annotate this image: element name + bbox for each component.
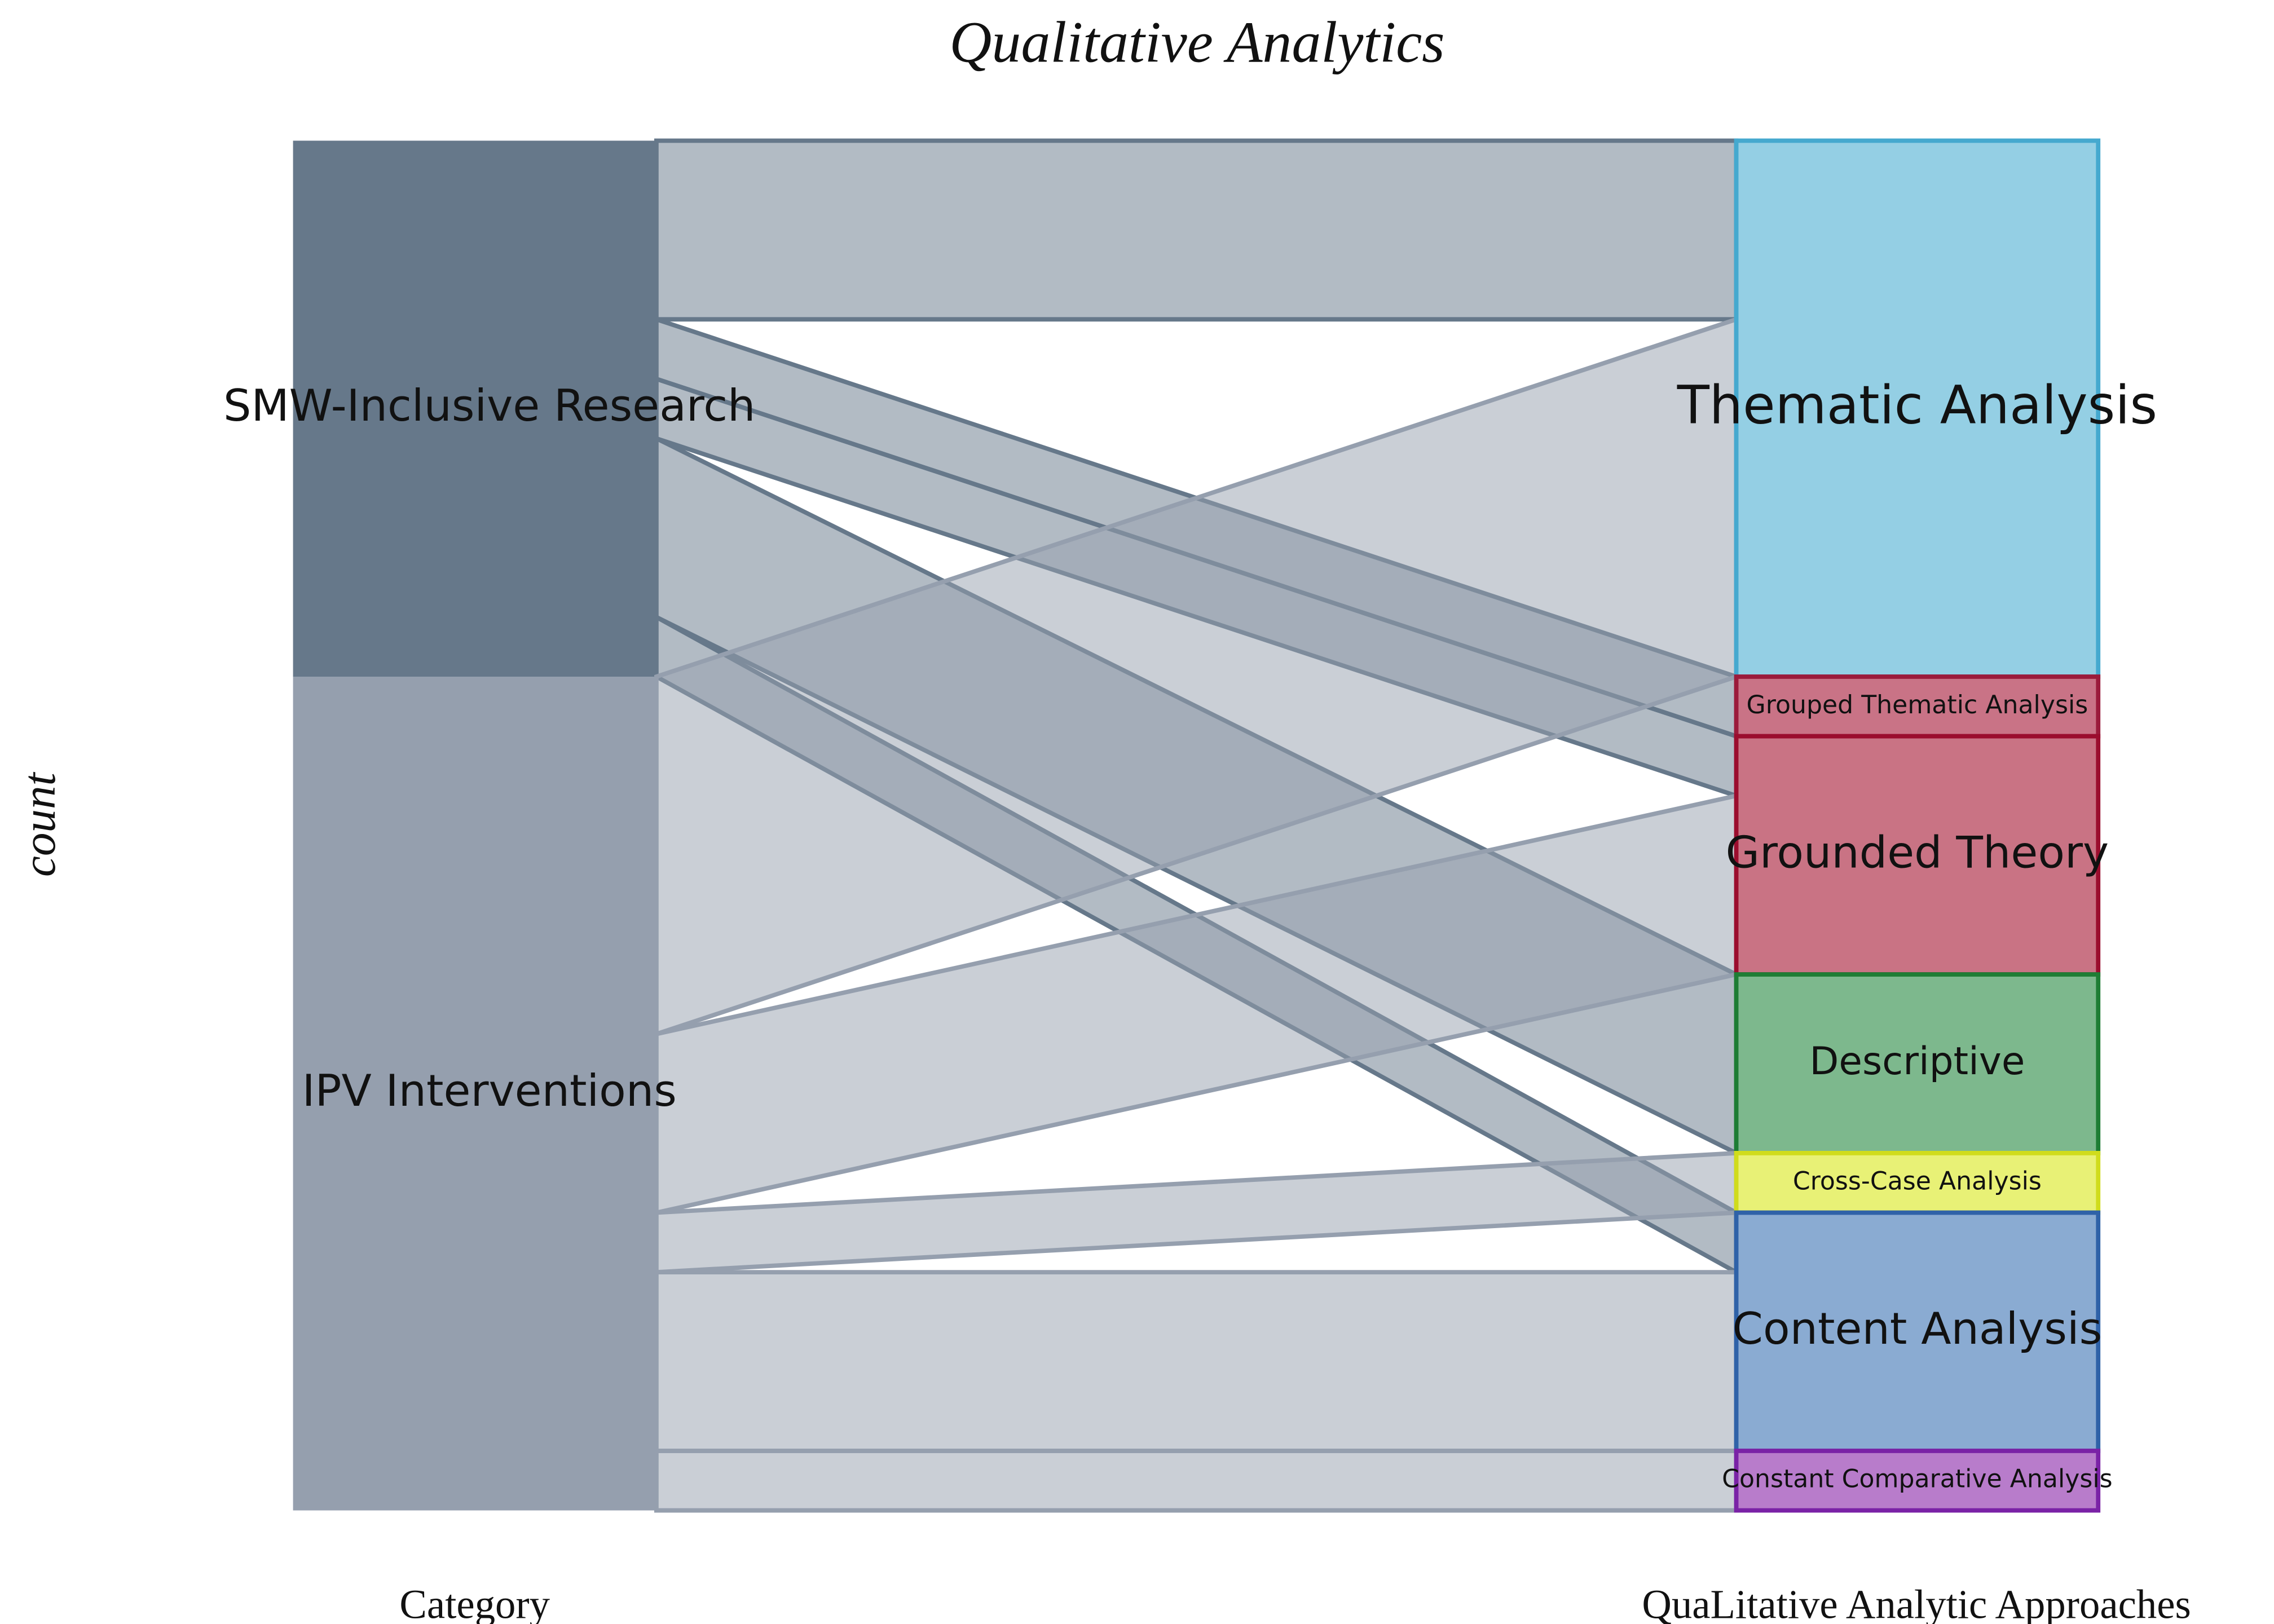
target-node	[1734, 1449, 2101, 1513]
target-node	[1734, 734, 2101, 977]
flow	[654, 1270, 1739, 1453]
target-label: Content Analysis	[1733, 1304, 2103, 1354]
target-label: Grounded Theory	[1726, 827, 2109, 878]
source-node	[293, 140, 656, 677]
target-label: Thematic Analysis	[1677, 375, 2157, 436]
dimension-label: QuaLitative Analytic Approaches	[1642, 1581, 2191, 1624]
target-node	[1734, 674, 2101, 739]
flow	[654, 1449, 1739, 1513]
target-label: Cross-Case Analysis	[1793, 1167, 2042, 1196]
source-label: IPV Interventions	[302, 1066, 677, 1116]
y-axis-label: count	[13, 771, 65, 877]
chart-title: Qualitative Analytics	[949, 10, 1444, 75]
target-label: Grouped Thematic Analysis	[1747, 691, 2088, 720]
source-label: SMW-Inclusive Research	[223, 381, 755, 431]
target-node	[1734, 972, 2101, 1155]
target-node	[1734, 138, 2101, 679]
source-node	[293, 677, 656, 1511]
dimension-label: Category	[399, 1581, 550, 1624]
flow	[654, 138, 1739, 322]
target-label: Descriptive	[1809, 1039, 2025, 1083]
target-label: Constant Comparative Analysis	[1722, 1465, 2113, 1494]
target-node	[1734, 1150, 2101, 1215]
